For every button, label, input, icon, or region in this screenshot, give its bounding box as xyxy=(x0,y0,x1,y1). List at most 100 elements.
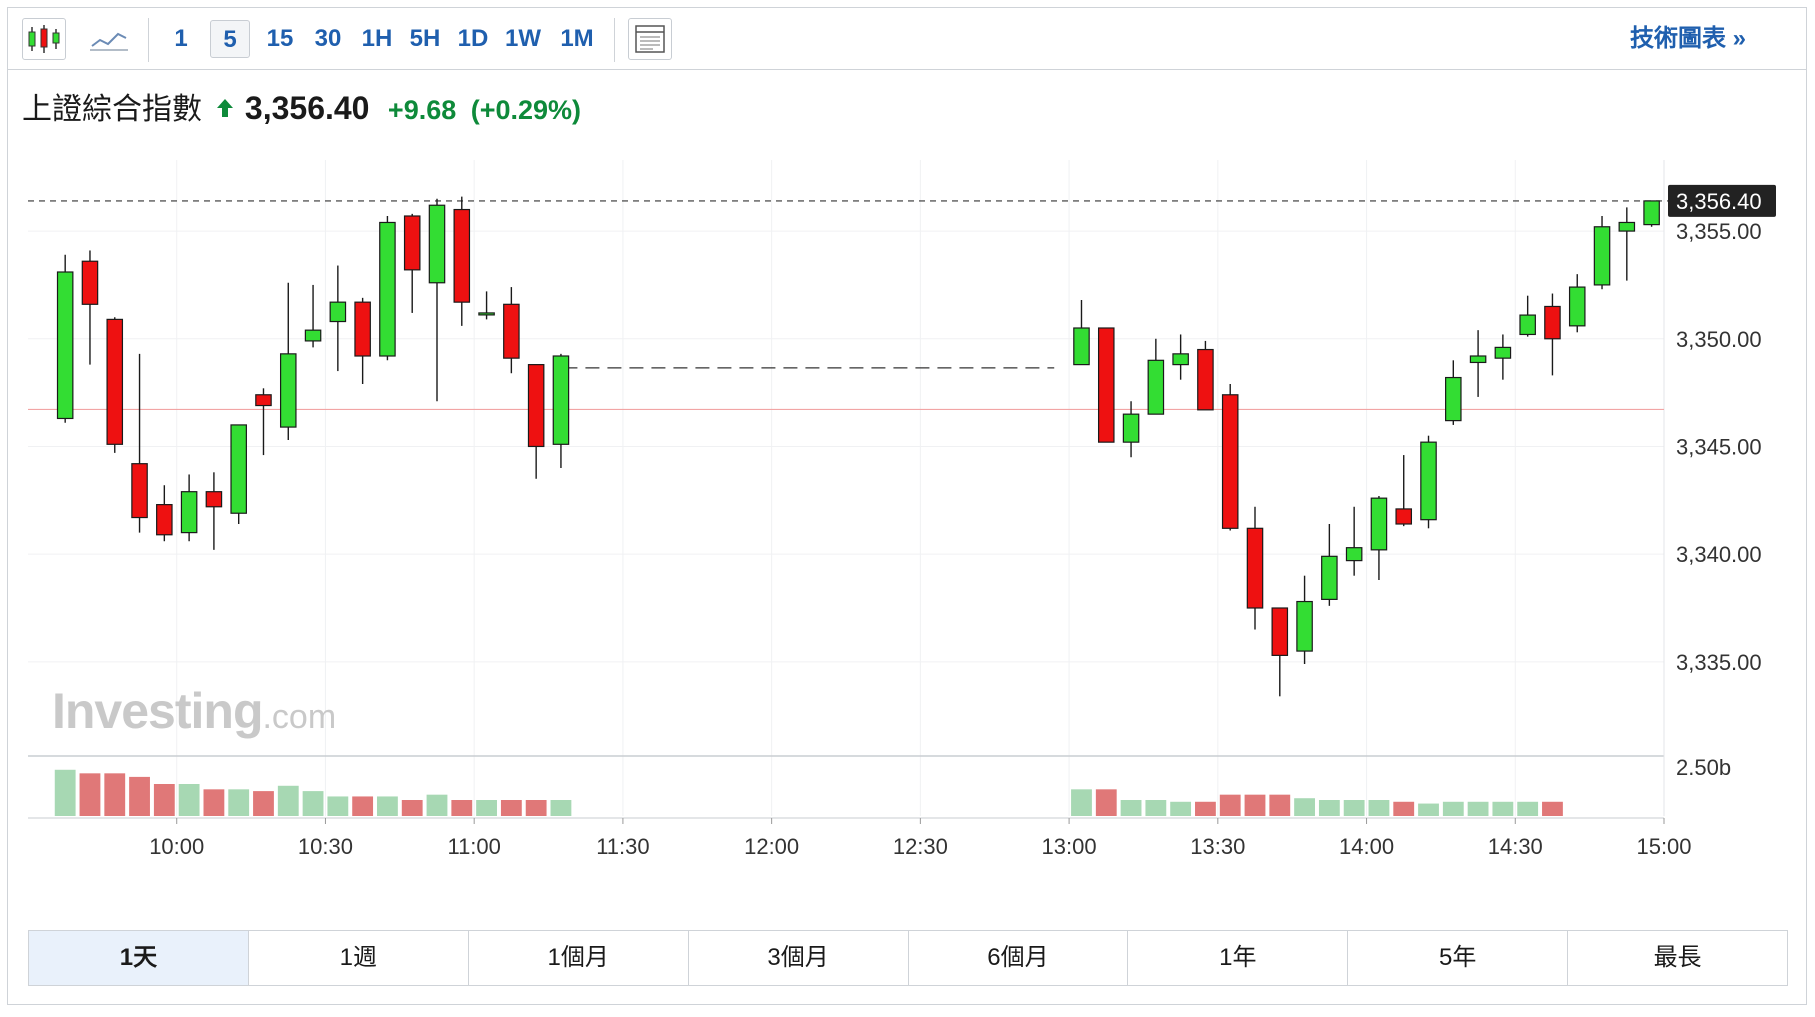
volume-bar xyxy=(1071,789,1092,816)
candle-body xyxy=(354,301,371,357)
range-1-month[interactable]: 1個月 xyxy=(469,931,689,985)
line-type-button[interactable] xyxy=(86,20,132,58)
layout-button[interactable] xyxy=(628,18,672,60)
candle-body xyxy=(1593,226,1611,286)
volume-bar xyxy=(1269,794,1291,816)
candle-body xyxy=(1643,200,1660,226)
y-tick-label: 3,350.00 xyxy=(1676,327,1762,352)
x-tick-label: 12:00 xyxy=(744,834,799,859)
interval-1d[interactable]: 1D xyxy=(457,25,489,52)
candlestick-type-button[interactable] xyxy=(22,18,66,60)
candle-body xyxy=(1420,441,1437,521)
candle-body xyxy=(1519,314,1536,336)
interval-5h[interactable]: 5H xyxy=(409,25,441,52)
x-tick-label: 12:30 xyxy=(893,834,948,859)
candle-body xyxy=(56,271,74,420)
candle-body xyxy=(1122,413,1140,443)
candle-body xyxy=(453,208,471,303)
x-tick-label: 14:30 xyxy=(1488,834,1543,859)
volume-bar xyxy=(178,784,200,816)
interval-1[interactable]: 1 xyxy=(174,25,188,52)
volume-bar xyxy=(377,796,398,816)
interval-30[interactable]: 30 xyxy=(314,25,342,52)
range-5-years[interactable]: 5年 xyxy=(1348,931,1569,985)
candle-body xyxy=(1494,346,1512,359)
volume-bar xyxy=(1368,800,1390,816)
volume-bar xyxy=(1195,801,1216,816)
candle-body xyxy=(205,491,223,508)
candle-body xyxy=(1395,508,1413,525)
volume-bar xyxy=(1120,800,1142,816)
interval-1m[interactable]: 1M xyxy=(560,25,594,52)
interval-5[interactable]: 5 xyxy=(210,20,250,58)
volume-bar xyxy=(1492,801,1514,816)
range-max[interactable]: 最長 xyxy=(1653,944,1702,971)
volume-bar xyxy=(1145,800,1167,816)
volume-bar xyxy=(54,769,76,816)
candle-body xyxy=(1221,394,1239,529)
technical-chart-link[interactable]: 技術圖表 » xyxy=(1629,25,1746,52)
price-change: +9.68 xyxy=(387,95,457,125)
candle-body xyxy=(478,312,495,316)
candle-body xyxy=(304,329,322,342)
volume-bar xyxy=(500,800,522,816)
x-tick-label: 13:30 xyxy=(1190,834,1245,859)
volume-bar xyxy=(1442,801,1464,816)
candle-body xyxy=(156,504,173,536)
candle-body xyxy=(279,353,297,428)
interval-15[interactable]: 15 xyxy=(266,25,294,52)
volume-bar xyxy=(277,785,299,816)
volume-bar xyxy=(153,784,175,816)
quote-header: 上證綜合指數 3,356.40 +9.68 (+0.29%) xyxy=(22,88,591,128)
candle-body xyxy=(1544,305,1561,340)
range-6-months[interactable]: 6個月 xyxy=(909,931,1129,985)
candle-body xyxy=(1097,327,1115,443)
volume-bar xyxy=(1294,798,1315,816)
reference-lines xyxy=(28,200,1676,411)
interval-1w[interactable]: 1W xyxy=(505,25,541,52)
toolbar-separator xyxy=(614,18,615,62)
candle-body xyxy=(81,260,99,305)
candle-body xyxy=(1271,607,1289,656)
x-tick-label: 15:00 xyxy=(1636,834,1691,859)
candle-body xyxy=(1568,286,1586,327)
candle-body xyxy=(1345,547,1363,562)
candle-body xyxy=(1618,221,1636,232)
candle-body xyxy=(552,355,570,445)
line-chart-icon xyxy=(90,32,128,51)
volume-bar xyxy=(228,789,250,816)
range-1-year[interactable]: 1年 xyxy=(1128,931,1349,985)
candle-body xyxy=(1197,348,1214,411)
volume-bar xyxy=(327,796,349,816)
y-tick-label: 3,335.00 xyxy=(1676,650,1762,675)
volume-bar xyxy=(79,773,101,816)
volume-bar xyxy=(1170,801,1192,816)
layout-icon xyxy=(635,25,665,53)
interval-1h[interactable]: 1H xyxy=(361,25,393,52)
volume-bars xyxy=(54,769,1563,816)
volume-bar xyxy=(1095,789,1117,816)
candle-body xyxy=(1469,355,1487,364)
x-tick-label: 11:00 xyxy=(447,834,500,859)
arrow-up-icon xyxy=(216,95,234,135)
candle-body xyxy=(428,204,446,284)
last-price: 3,356.40 xyxy=(244,90,370,126)
candle-body xyxy=(255,394,272,407)
candlestick-icon xyxy=(28,25,60,53)
x-tick-label: 10:00 xyxy=(149,834,204,859)
range-1-day[interactable]: 1天 xyxy=(29,931,249,985)
range-1-week[interactable]: 1週 xyxy=(249,931,469,985)
volume-bar xyxy=(253,791,274,816)
candle-body xyxy=(180,491,198,534)
chart-toolbar: 1 5 15 30 1H 5H 1D 1W 1M 技術圖表 » xyxy=(8,8,1806,70)
range-3-months[interactable]: 3個月 xyxy=(689,931,909,985)
volume-bar xyxy=(1318,800,1340,816)
volume-bar xyxy=(525,800,547,816)
volume-bar xyxy=(1219,794,1241,816)
candle-body xyxy=(1445,376,1462,422)
candle-body xyxy=(230,424,247,514)
candle-body xyxy=(1073,327,1090,366)
volume-bar xyxy=(1542,801,1563,816)
volume-bar xyxy=(426,794,448,816)
